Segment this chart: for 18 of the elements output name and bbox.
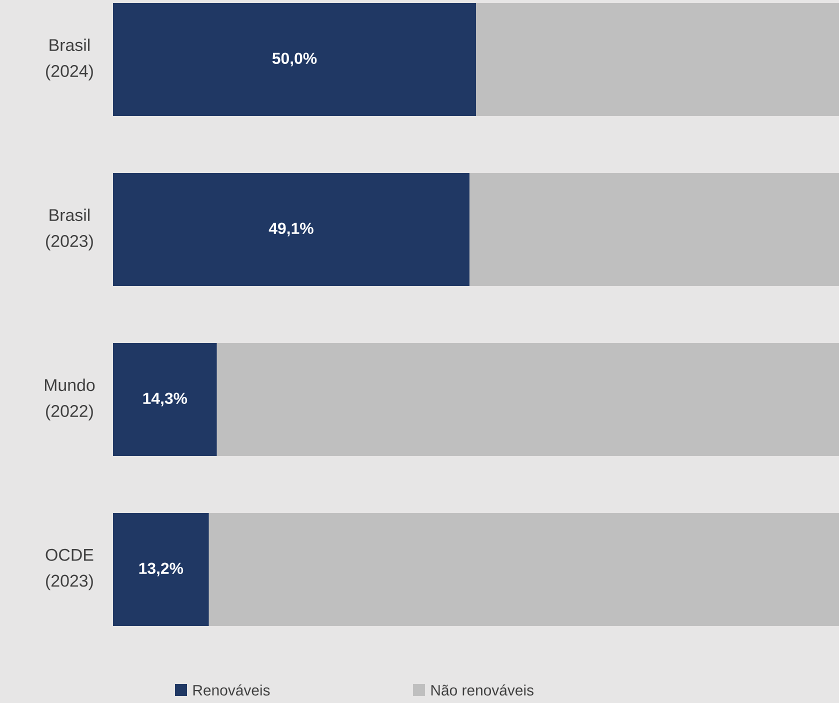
- y-tick-label: Mundo (2022): [44, 378, 95, 420]
- bar: [476, 3, 839, 116]
- bar: [208, 513, 839, 626]
- legend-label: Renováveis: [193, 684, 270, 696]
- bar: [113, 173, 470, 286]
- bar: [113, 343, 217, 456]
- data-label: 50,0%: [272, 52, 317, 66]
- y-tick-label: OCDE (2023): [46, 548, 94, 590]
- data-label: 13,2%: [139, 562, 184, 576]
- data-label: 49,1%: [268, 222, 314, 236]
- data-label: 14,3%: [143, 392, 188, 406]
- y-tick-label: Brasil (2023): [46, 208, 93, 250]
- bar: [113, 513, 209, 626]
- legend-label: Não renováveis: [431, 684, 534, 696]
- bar: [469, 173, 839, 286]
- bar: [113, 3, 476, 116]
- y-tick-label: Brasil (2024): [46, 38, 93, 80]
- bar: [216, 343, 839, 456]
